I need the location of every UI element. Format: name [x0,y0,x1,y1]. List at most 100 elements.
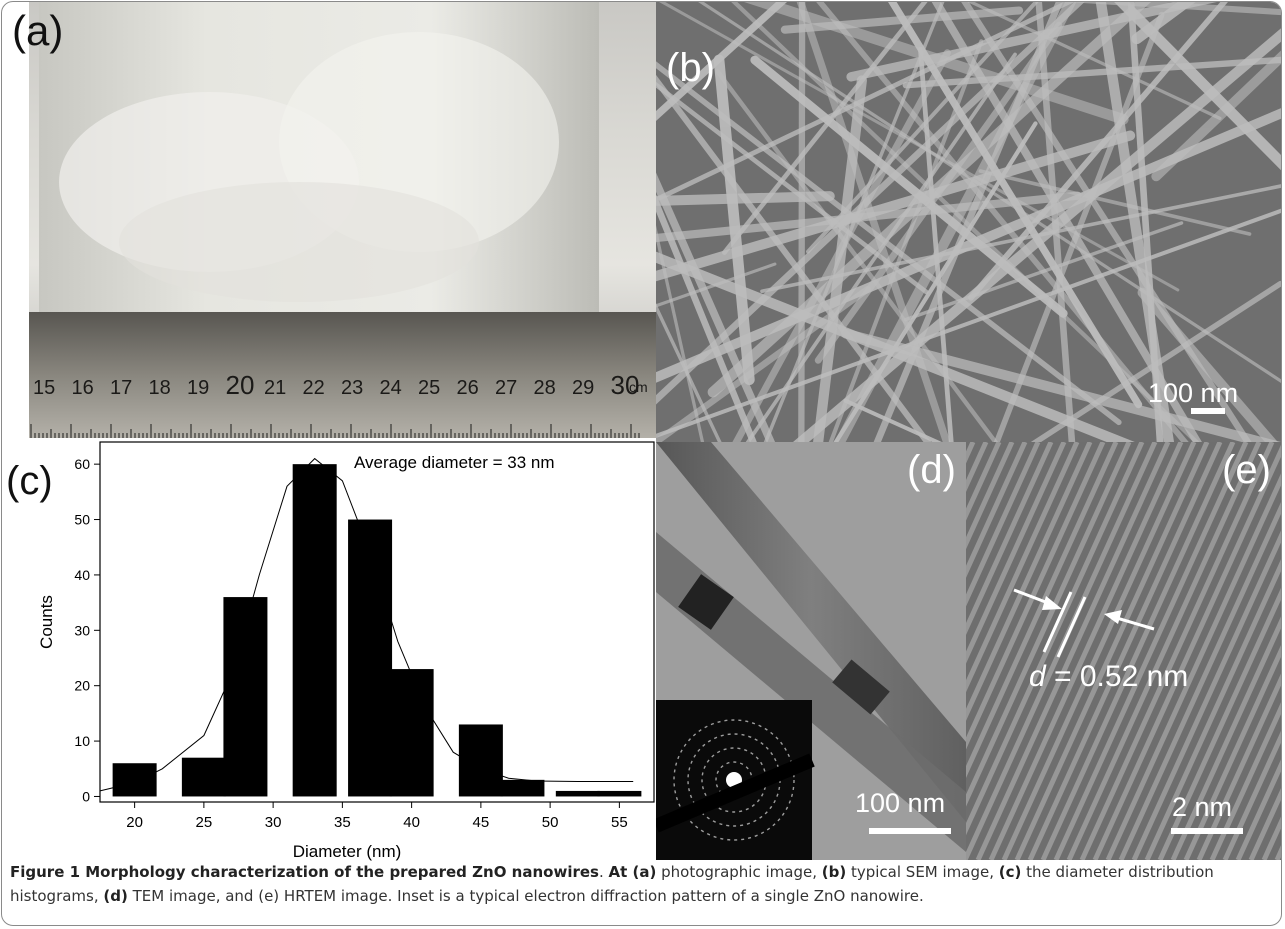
panel-d-scale-label: 100 nm [855,788,946,818]
ruler-number: 30 [611,370,640,400]
histogram-bar [181,757,226,797]
nanowire [659,2,1180,292]
ruler-number: 29 [572,377,594,399]
nanowire [656,108,1281,383]
histogram-bar [597,790,642,797]
hrtem-image [966,442,1281,860]
x-tick-label: 45 [473,814,490,831]
ruler-number: 24 [380,377,402,399]
lattice-fringe [966,442,1002,521]
gaussian-fit-curve [99,457,634,792]
nanowire [828,39,984,442]
ruler-unit: cm [629,379,648,395]
ruler-number: 28 [534,377,556,399]
ruler-number: 17 [110,377,132,399]
fringe-marker [1056,596,1087,658]
ruler-number: 23 [341,377,363,399]
nanowire [833,121,1038,442]
beam-stop [656,753,815,833]
tem-image [656,442,966,860]
panel-d-label: (d) [907,448,956,492]
nanowire [1151,50,1281,182]
lattice-fringe [966,442,1015,550]
x-tick-label: 35 [334,814,351,831]
histogram-bar [292,464,337,797]
chart-annotation: Average diameter = 33 nm [354,453,555,472]
x-tick-label: 30 [265,814,282,831]
nanowire [1030,280,1281,442]
nanowire [843,398,942,442]
ruler-number: 26 [457,377,479,399]
lattice-fringe [1066,442,1262,860]
lattice-fringe [1105,473,1281,860]
lattice-fringe [975,442,1171,860]
caption-ref-b: (b) [821,863,847,881]
nanowire [713,54,755,386]
nanowire [656,61,1122,426]
lattice-fringe [966,442,1054,636]
diffraction-ring [673,719,795,841]
arrowhead-right [1104,610,1122,624]
lattice-fringe [1222,730,1281,860]
x-tick-label: 50 [542,814,559,831]
lattice-fringe [1157,587,1281,860]
nanowire [806,2,1039,254]
lattice-fringe [1183,644,1281,860]
y-tick-label: 40 [74,567,90,583]
x-tick-label: 40 [403,814,420,831]
d-symbol: d [1029,660,1046,693]
lattice-fringe [966,442,1093,721]
nanowire [888,2,1143,409]
histogram-bar [348,519,393,797]
lattice-fringe [1092,444,1281,860]
ruler-number: 25 [418,377,440,399]
nanowire [978,169,1252,236]
lattice-fringe [1170,616,1281,860]
lattice-spacing-label: d = 0.52 nm [1029,660,1188,694]
ruler-number: 21 [264,377,286,399]
nanowire [918,46,954,442]
x-tick-label: 25 [196,814,213,831]
ruler-number: 18 [149,377,171,399]
nanowire [961,2,1252,442]
lattice-fringe [1079,442,1275,860]
lattice-fringe [1196,673,1281,860]
caption-text: the diameter distribution histograms, [10,863,1214,905]
y-tick-label: 10 [74,733,90,749]
nanowire [656,191,835,206]
x-axis-label: Diameter (nm) [293,842,402,861]
nanowire [656,130,1136,282]
nanowire [967,2,1222,120]
lattice-fringe [1118,501,1281,860]
sem-image [656,2,1281,442]
arrowhead-left [1042,596,1062,610]
panel-b-scale-label: 100 nm [1148,378,1239,408]
lattice-fringe [966,442,1028,578]
nanowire [744,2,1129,125]
nanowire [745,52,1017,442]
ruler-number: 22 [303,377,325,399]
panel-b-scale-bar [1191,408,1225,414]
nanowire [715,69,999,442]
nanowire [656,74,932,442]
x-tick-label: 20 [126,814,143,831]
lattice-fringe [1014,442,1210,860]
lattice-fringe [966,442,1067,664]
nanowire [1127,2,1164,442]
panel-b-label: (b) [666,46,715,90]
lattice-fringe [1001,442,1197,860]
lattice-fringe [966,442,1106,750]
panel-a-label: (a) [12,7,64,54]
nanowire [656,81,929,295]
nanowire [722,2,928,255]
lattice-fringe [966,442,1080,693]
y-tick-label: 0 [82,788,90,804]
histogram-bar [112,763,157,797]
histogram-bar [389,669,434,797]
y-tick-label: 30 [74,622,90,638]
histogram-bar [555,790,600,797]
histogram-chart: 0 10 20 30 40 50 60 20 25 30 35 40 45 50 55 Diameter (n… [37,441,655,861]
y-tick-label: 20 [74,678,90,694]
y-tick-label: 60 [74,456,90,472]
